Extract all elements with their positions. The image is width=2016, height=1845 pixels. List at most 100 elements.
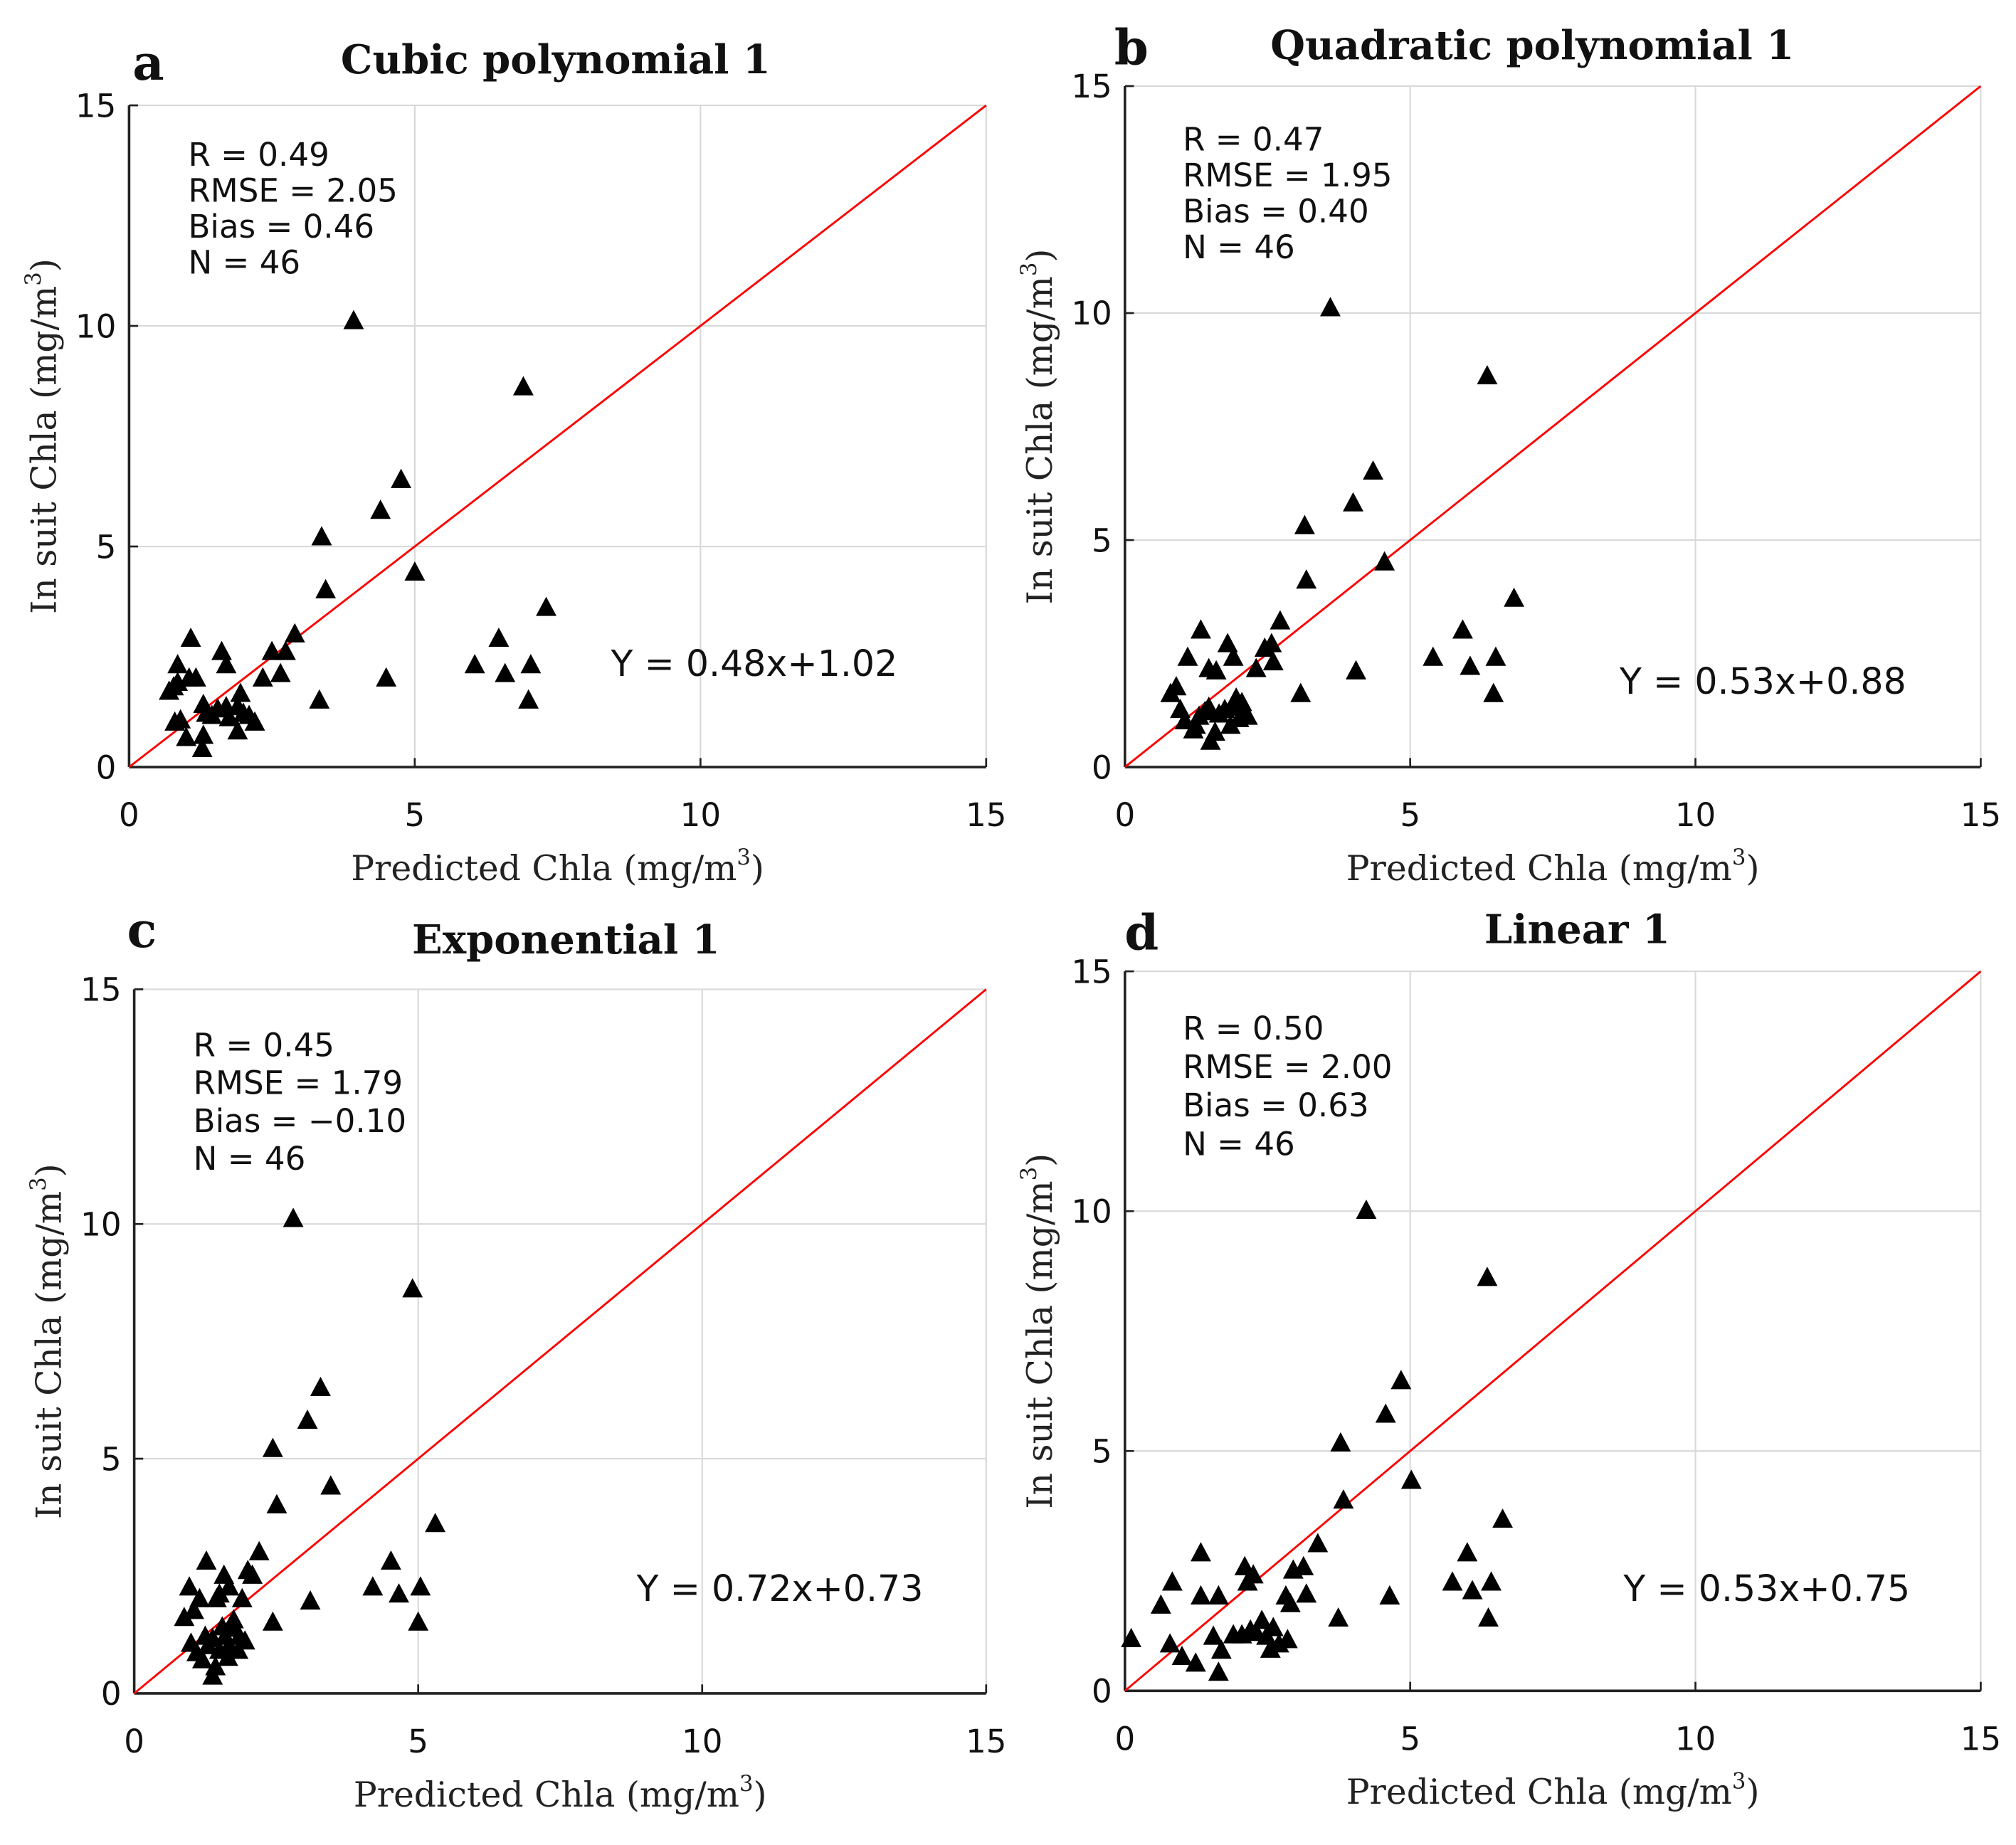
stat-line: Bias = 0.63 <box>1183 1087 1369 1124</box>
x-axis-label-close: ) <box>1746 1772 1759 1812</box>
x-axis-label-text: Predicted Chla (mg/m <box>351 849 737 889</box>
unit-superscript: 3 <box>737 845 751 870</box>
data-point <box>248 1540 270 1560</box>
unit-superscript: 3 <box>739 1772 754 1797</box>
data-point <box>1296 569 1317 589</box>
data-point <box>300 1590 321 1610</box>
data-point <box>1262 651 1284 671</box>
data-point <box>179 667 200 687</box>
x-tick-label: 10 <box>680 796 721 834</box>
data-point <box>217 1646 238 1666</box>
y-axis-label: In suit Chla (mg/m3) <box>26 1163 70 1519</box>
panel-letter: c <box>127 902 157 959</box>
y-tick-label: 5 <box>1092 522 1112 559</box>
y-tick-label: 15 <box>1071 68 1112 105</box>
stat-line: Bias = 0.46 <box>188 208 374 245</box>
data-point <box>1242 1564 1264 1584</box>
data-point <box>211 1616 233 1636</box>
data-point <box>262 1437 283 1457</box>
x-tick-label: 10 <box>682 1723 722 1760</box>
data-point <box>193 724 214 744</box>
data-point <box>464 654 485 674</box>
data-point <box>1191 1585 1211 1605</box>
stat-line: R = 0.45 <box>194 1026 334 1064</box>
data-point <box>1483 682 1504 702</box>
data-point <box>262 1611 283 1631</box>
data-point <box>402 1278 423 1298</box>
data-point <box>1294 514 1315 534</box>
data-point <box>1223 1624 1244 1644</box>
y-tick-label: 15 <box>80 971 121 1009</box>
unit-superscript: 3 <box>26 1177 51 1191</box>
stat-line: N = 46 <box>188 244 300 282</box>
data-point <box>1282 1559 1304 1579</box>
data-point <box>1203 1625 1224 1645</box>
data-point <box>1379 1585 1400 1605</box>
stat-line: RMSE = 1.79 <box>194 1064 403 1102</box>
y-tick-label: 0 <box>101 1675 122 1713</box>
data-point <box>1477 1267 1498 1286</box>
x-tick-label: 15 <box>1960 1720 2001 1757</box>
data-point <box>512 376 534 396</box>
data-point <box>1217 633 1238 652</box>
stat-line: Bias = −0.10 <box>194 1102 406 1140</box>
data-point <box>1375 1403 1396 1423</box>
data-point <box>180 627 201 647</box>
data-point <box>315 578 337 598</box>
data-point <box>1240 1619 1261 1639</box>
unit-superscript: 3 <box>21 272 46 286</box>
data-point <box>196 1550 217 1570</box>
data-point <box>1208 703 1230 723</box>
data-point <box>1231 692 1252 712</box>
data-point <box>1319 297 1341 317</box>
data-point <box>425 1513 446 1533</box>
y-axis-label-close: ) <box>24 258 64 272</box>
y-tick-label: 0 <box>1092 749 1112 786</box>
data-point <box>270 662 291 682</box>
y-tick-label: 15 <box>1071 953 1112 990</box>
data-point <box>1200 730 1221 750</box>
x-tick-label: 15 <box>966 1723 1006 1760</box>
panel-a: 0 5 10 15 0 5 10 15 Cubic polynomial 1 a R = 0.49R… <box>21 35 1007 889</box>
stat-line: N = 46 <box>194 1140 306 1178</box>
data-point <box>211 640 232 660</box>
data-point <box>1290 682 1312 702</box>
data-point <box>261 640 283 660</box>
data-point <box>1150 1594 1171 1614</box>
data-point <box>193 693 214 714</box>
panel-title: Quadratic polynomial 1 <box>1270 22 1794 69</box>
data-point <box>1245 657 1267 677</box>
data-point <box>1177 646 1198 666</box>
data-point <box>202 1665 223 1685</box>
data-point <box>1333 1489 1354 1509</box>
data-point <box>518 689 539 709</box>
data-point <box>1208 1585 1229 1605</box>
data-point <box>1251 1609 1272 1629</box>
data-point <box>1159 1633 1181 1653</box>
data-point <box>1205 660 1227 680</box>
data-point <box>234 1630 255 1650</box>
unit-superscript: 3 <box>1017 263 1042 277</box>
data-point <box>1374 551 1395 571</box>
y-axis-label-close: ) <box>1020 249 1060 263</box>
regression-equation: Y = 0.53x+0.88 <box>1619 660 1906 702</box>
data-point <box>320 1475 342 1495</box>
data-point <box>1220 714 1241 734</box>
x-axis-label-text: Predicted Chla (mg/m <box>1346 849 1732 889</box>
x-tick-label: 0 <box>1114 796 1135 834</box>
data-point <box>207 698 228 718</box>
data-point <box>223 1609 244 1629</box>
data-point <box>252 667 273 687</box>
y-axis-label-text: In suit Chla (mg/m <box>1020 276 1060 604</box>
y-axis-label-close: ) <box>1020 1153 1060 1167</box>
data-point <box>1210 1639 1232 1659</box>
y-tick-label: 0 <box>1092 1673 1112 1711</box>
panel-title: Exponential 1 <box>412 916 720 963</box>
data-point <box>1442 1571 1463 1591</box>
data-point <box>1504 587 1525 607</box>
stat-line: R = 0.50 <box>1183 1010 1324 1047</box>
data-point <box>1400 1469 1422 1489</box>
data-point <box>376 667 397 687</box>
stat-line: R = 0.47 <box>1183 120 1324 158</box>
